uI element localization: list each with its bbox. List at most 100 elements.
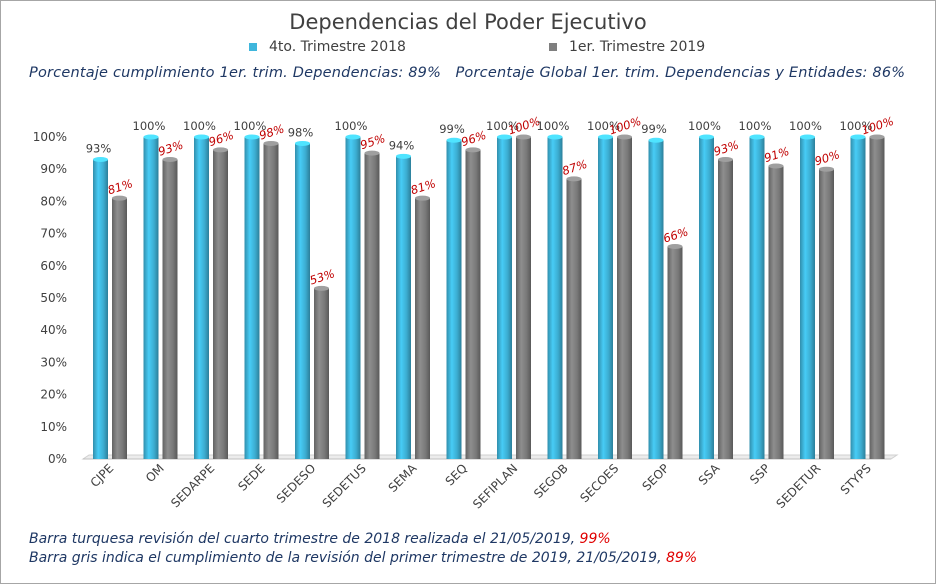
bar-2019-sede [263,143,279,459]
bar-2019-segob [566,178,582,460]
data-label-2018-secoes: 100% [587,119,620,133]
bar-2019-styps [869,137,885,459]
chart-title: Dependencias del Poder Ejecutivo [289,10,647,34]
bar-top-2019-sema [415,195,430,201]
data-label-2019-ssa: 93% [712,138,741,159]
bar-top-2019-sedeso [314,285,329,291]
x-tick-label-cjpe: CJPE [88,461,117,490]
bar-2019-cjpe [112,198,127,459]
data-label-2018-sedarpe: 100% [183,119,216,133]
bar-top-2019-segob [566,176,582,182]
bar-top-2018-sedetus [345,134,361,140]
x-tick-label-sefiplan: SEFIPLAN [470,461,520,511]
x-tick-label-om: OM [143,461,167,485]
data-label-2018-styps: 100% [840,119,873,133]
data-label-2018-sedetus: 100% [335,119,368,133]
bar-top-2019-sedetus [364,150,380,156]
data-label-2018-ssa: 100% [688,119,721,133]
bar-2018-ssa [699,137,714,459]
bar-top-2019-seq [465,147,481,153]
bar-top-2019-secoes [617,134,632,140]
data-label-2018-om: 100% [133,119,166,133]
bar-2018-seop [648,140,664,459]
bar-top-2019-styps [869,134,885,140]
bar-2019-sema [415,198,430,459]
x-tick-label-segob: SEGOB [531,461,571,501]
data-label-2018-ssp: 100% [739,119,772,133]
bar-2019-ssa [718,159,733,460]
x-tick-label-sedetus: SEDETUS [320,461,369,510]
data-label-2019-seop: 66% [661,224,690,245]
bar-top-2019-om [162,157,178,163]
note-turquoise-pct: 99% [579,531,611,547]
legend-item-2018: 4to. Trimestre 2018 [249,39,406,55]
x-tick-label-sede: SEDE [235,461,268,494]
y-tick-label: 50% [40,291,67,305]
bar-top-2018-sedeso [295,140,310,146]
bar-top-2018-sedarpe [194,134,209,140]
bar-top-2018-sede [244,134,260,140]
y-tick-label: 0% [48,452,67,466]
note-gray-text: Barra gris indica el cumplimiento de la … [29,550,666,566]
bar-2018-secoes [598,137,613,459]
data-label-2019-cjpe: 81% [106,176,135,197]
y-tick-label: 10% [40,420,67,434]
x-tick-label-ssp: SSP [747,461,773,487]
data-label-2019-sedetus: 95% [358,131,387,152]
note-gray-pct: 89% [666,550,698,566]
data-label-2019-segob: 87% [560,157,589,178]
bar-2019-secoes [617,137,632,459]
legend-label-2018: 4to. Trimestre 2018 [269,39,406,55]
bar-2019-ssp [768,165,784,460]
data-label-2018-sedeso: 98% [288,125,314,139]
data-label-2019-sedeso: 53% [308,266,337,287]
bar-2018-sefiplan [497,137,512,459]
compliance-summary: Porcentaje cumplimiento 1er. trim. Depen… [29,65,906,81]
legend-swatch-2019 [549,43,557,51]
bar-top-2018-sefiplan [497,134,512,140]
bar-2018-sedarpe [194,137,209,459]
bar-2018-sede [244,137,260,459]
data-label-2019-sedetur: 90% [813,147,842,168]
bar-2018-sedetus [345,137,361,459]
data-label-2019-secoes: 100% [607,114,643,137]
legend-swatch-2018 [249,43,257,51]
bar-top-2018-seq [446,137,462,143]
bar-top-2018-sema [396,153,411,159]
data-label-2019-styps: 100% [860,114,896,137]
bar-2018-ssp [749,137,765,459]
data-label-2018-cjpe: 93% [86,142,112,156]
bar-top-2018-secoes [598,134,613,140]
bar-chart: 0% 10% 20% 30% 40% 50% 60% 70% 80% 90% 100% 93% 81% C… [33,114,899,511]
bar-2018-segob [547,137,563,459]
x-tick-label-sedeso: SEDESO [274,461,319,506]
note-gray-bar: Barra gris indica el cumplimiento de la … [29,550,697,566]
bar-top-2019-ssp [768,163,784,169]
bar-2019-sedetur [819,169,834,459]
data-label-2018-seq: 99% [439,122,465,136]
bar-top-2018-styps [850,134,866,140]
bar-2019-seop [667,246,683,459]
bar-top-2018-seop [648,137,664,143]
y-tick-label: 20% [40,388,67,402]
data-label-2018-sefiplan: 100% [486,119,519,133]
x-tick-label-sema: SEMA [386,461,420,495]
bar-top-2018-ssa [699,134,714,140]
data-label-2018-segob: 100% [537,119,570,133]
bar-top-2019-sede [263,140,279,146]
bar-top-2019-sefiplan [516,134,531,140]
x-tick-label-secoes: SECOES [577,461,621,505]
y-tick-label: 30% [40,355,67,369]
note-turquoise-bar: Barra turquesa revisión del cuarto trime… [29,531,611,547]
bar-2018-seq [446,140,462,459]
note-turquoise-text: Barra turquesa revisión del cuarto trime… [29,531,580,547]
bar-2019-sedarpe [213,149,228,459]
y-tick-label: 100% [33,130,67,144]
data-label-2018-sema: 94% [389,138,415,152]
x-tick-label-ssa: SSA [696,461,723,488]
bar-2018-styps [850,137,866,459]
bar-top-2018-segob [547,134,563,140]
bar-top-2018-ssp [749,134,765,140]
data-label-2019-sema: 81% [409,176,438,197]
